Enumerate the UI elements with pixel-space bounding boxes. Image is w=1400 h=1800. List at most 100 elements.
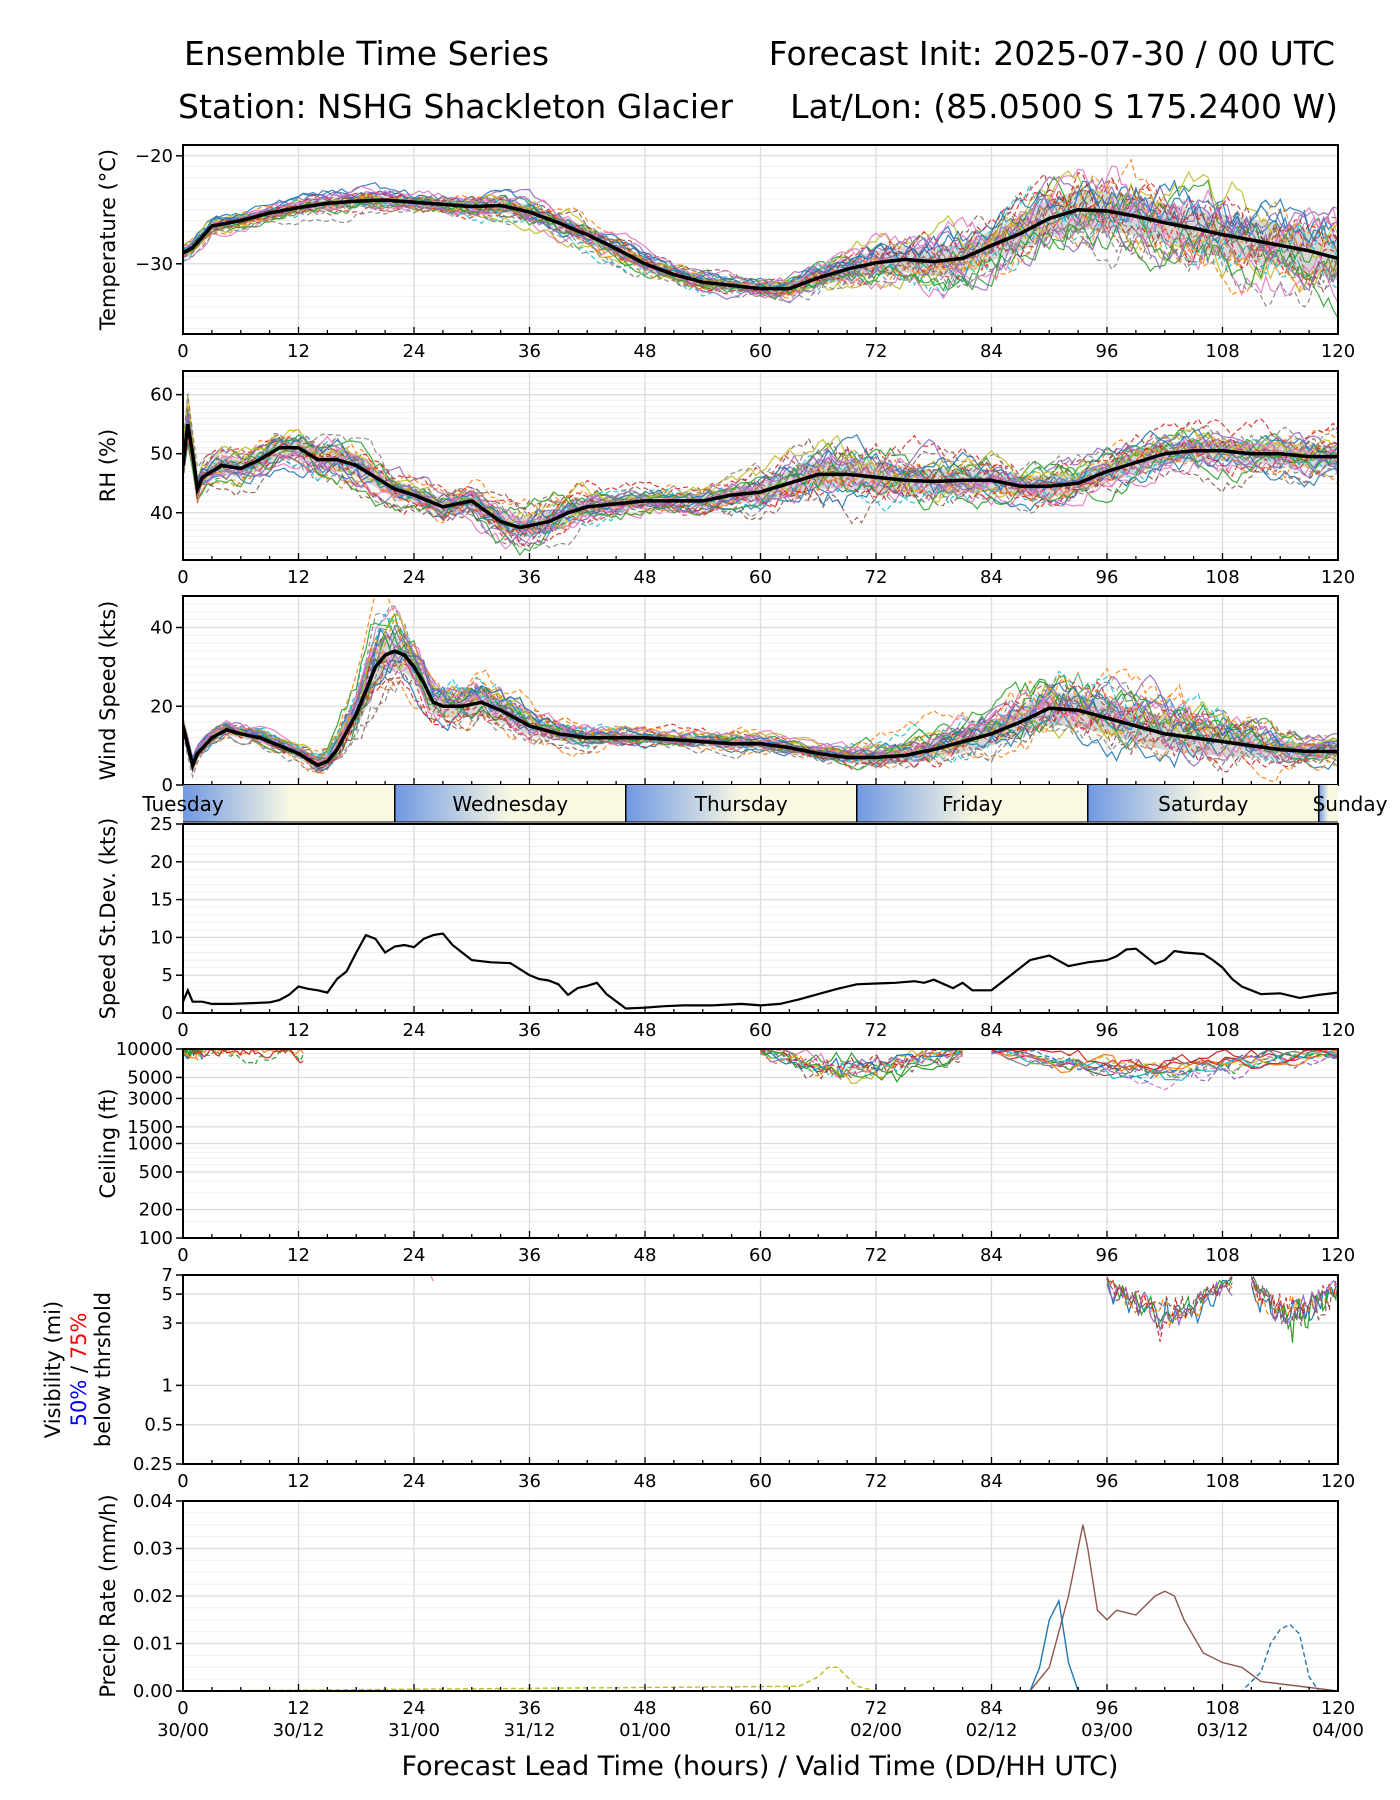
valid-time-label: 04/00 [1312,1720,1364,1741]
y-tick-label: 3000 [127,1088,173,1109]
member-line-16 [183,657,1338,767]
y-tick-label: 7 [162,1265,173,1286]
panel-6: 0.25 0.5 1 3 57 0 12 24 36 48 60 72 84 96 108 120 Visibi… [41,1265,1355,1492]
ylabel-75pct: 75% [67,1313,91,1360]
y-tick-label: 0.01 [133,1634,173,1655]
visibility-member-line [1106,1280,1233,1331]
y-tick-label: −20 [135,146,173,167]
valid-time-label: 03/12 [1197,1720,1249,1741]
x-tick-label: 108 [1205,567,1239,588]
member-line-26 [183,671,1338,774]
ceiling-member-line [760,1049,963,1073]
ceiling-member-line [183,1049,304,1066]
member-line-28 [183,202,1338,308]
x-tick-label: 12 [287,1020,310,1041]
x-tick-label: 72 [865,1245,888,1266]
y-tick-label: 1 [162,1375,173,1396]
x-tick-label: 24 [403,1698,426,1719]
y-axis-label: Visibility (mi) [41,1301,65,1438]
x-tick-label: 96 [1096,1698,1119,1719]
x-tick-label: 60 [749,567,772,588]
x-tick-label: 48 [634,341,657,362]
x-tick-label: 108 [1205,1245,1239,1266]
ceiling-member-line [760,1049,963,1083]
day-label-thursday: Thursday [694,792,788,816]
member-line-21 [183,179,1338,290]
x-tick-label: 108 [1205,1698,1239,1719]
ceiling-member-line [760,1049,963,1079]
ceiling-member-line [991,1049,1338,1078]
y-tick-label: 3 [162,1313,173,1334]
y-tick-label: 5 [162,965,173,986]
ceiling-member-line [991,1049,1338,1071]
visibility-member-line [1106,1280,1233,1329]
member-line-21 [183,419,1338,537]
member-line-18 [183,671,1338,779]
y-axis-label-percent: 50% / 75% [67,1313,91,1427]
y-tick-label: −30 [135,254,173,275]
mean-line [183,649,1338,771]
x-tick-label: 36 [518,1471,541,1492]
latlon-label: Lat/Lon: (85.0500 S 175.2400 W) [790,87,1338,126]
visibility-member-line [1250,1275,1338,1327]
y-tick-label: 1000 [127,1134,173,1155]
x-tick-label: 0 [177,567,188,588]
day-segment [183,785,395,822]
x-tick-label: 48 [634,1020,657,1041]
x-tick-label: 12 [287,1471,310,1492]
x-tick-label: 0 [177,1698,188,1719]
x-tick-label: 84 [980,1020,1003,1041]
y-tick-label: 0.03 [133,1539,173,1560]
panel-3: 0 20 40 Wind Speed (kts) [96,595,1339,796]
x-tick-label: 96 [1096,1471,1119,1492]
x-tick-label: 12 [287,341,310,362]
x-tick-label: 72 [865,1471,888,1492]
x-tick-label: 72 [865,567,888,588]
x-tick-label: 84 [980,1698,1003,1719]
x-tick-label: 36 [518,1020,541,1041]
x-tick-label: 0 [177,341,188,362]
y-tick-label: 15 [150,890,173,911]
x-tick-label: 12 [287,1245,310,1266]
valid-time-label: 01/12 [735,1720,787,1741]
y-tick-label: 1500 [127,1117,173,1138]
y-tick-label: 5 [162,1284,173,1305]
x-tick-label: 84 [980,1245,1003,1266]
y-axis-label: RH (%) [96,429,120,502]
x-tick-label: 48 [634,567,657,588]
y-tick-label: 0 [162,1003,173,1024]
x-tick-label: 60 [749,341,772,362]
member-line-19 [183,613,1338,764]
y-tick-label: 500 [139,1162,173,1183]
ceiling-member-line [991,1049,1338,1081]
x-tick-label: 48 [634,1245,657,1266]
member-line-21 [183,652,1338,772]
day-segment [394,785,626,822]
ceiling-member-line [991,1051,1338,1091]
y-tick-label: 25 [150,814,173,835]
x-tick-label: 24 [403,1020,426,1041]
x-tick-label: 96 [1096,1020,1119,1041]
y-tick-label: 0.04 [133,1491,173,1512]
member-line-2 [183,158,1338,299]
plot-area [183,158,1338,319]
x-tick-label: 120 [1321,341,1355,362]
y-tick-label: 40 [150,503,173,524]
x-tick-label: 36 [518,341,541,362]
plot-area [429,1275,1338,1343]
day-segment [1318,785,1338,822]
y-axis-label: Speed St.Dev. (kts) [96,818,120,1020]
day-label-wednesday: Wednesday [452,792,568,816]
y-tick-label: 0 [162,775,173,796]
member-line-24 [183,428,1338,538]
ylabel-50pct: 50% [67,1380,91,1427]
ceiling-member-line [760,1049,964,1076]
visibility-member-line [1106,1277,1233,1317]
x-tick-label: 12 [287,567,310,588]
x-tick-label: 96 [1096,1245,1119,1266]
member-line-28 [183,652,1338,774]
ceiling-member-line [991,1049,1338,1082]
x-tick-label: 36 [518,567,541,588]
x-tick-label: 72 [865,1020,888,1041]
plot-area [183,932,1338,1010]
